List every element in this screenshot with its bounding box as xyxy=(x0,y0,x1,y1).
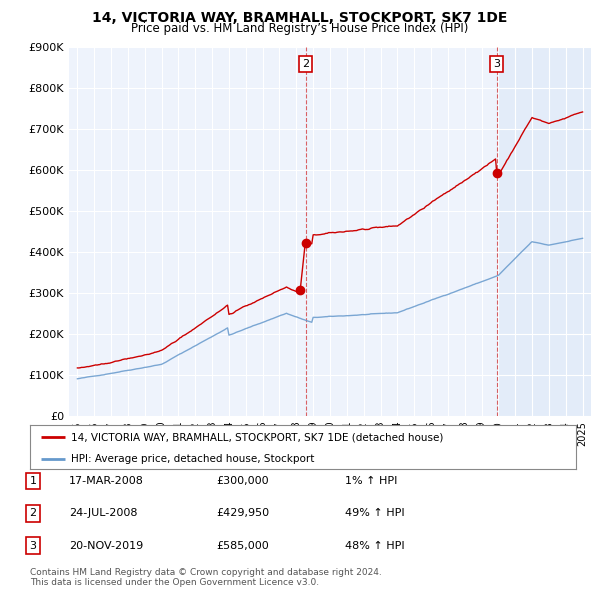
Bar xyxy=(497,47,591,416)
Text: £300,000: £300,000 xyxy=(216,476,269,486)
Text: £585,000: £585,000 xyxy=(216,541,269,550)
Text: 17-MAR-2008: 17-MAR-2008 xyxy=(69,476,144,486)
Text: 49% ↑ HPI: 49% ↑ HPI xyxy=(345,509,404,518)
Text: Contains HM Land Registry data © Crown copyright and database right 2024.
This d: Contains HM Land Registry data © Crown c… xyxy=(30,568,382,587)
Text: 14, VICTORIA WAY, BRAMHALL, STOCKPORT, SK7 1DE: 14, VICTORIA WAY, BRAMHALL, STOCKPORT, S… xyxy=(92,11,508,25)
Text: 2: 2 xyxy=(29,509,37,518)
Text: 1: 1 xyxy=(29,476,37,486)
Text: 24-JUL-2008: 24-JUL-2008 xyxy=(69,509,137,518)
Text: 48% ↑ HPI: 48% ↑ HPI xyxy=(345,541,404,550)
Text: Price paid vs. HM Land Registry’s House Price Index (HPI): Price paid vs. HM Land Registry’s House … xyxy=(131,22,469,35)
Text: £429,950: £429,950 xyxy=(216,509,269,518)
Text: 3: 3 xyxy=(29,541,37,550)
Text: HPI: Average price, detached house, Stockport: HPI: Average price, detached house, Stoc… xyxy=(71,454,314,464)
Text: 2: 2 xyxy=(302,59,309,69)
Text: 3: 3 xyxy=(493,59,500,69)
Text: 1% ↑ HPI: 1% ↑ HPI xyxy=(345,476,397,486)
Text: 20-NOV-2019: 20-NOV-2019 xyxy=(69,541,143,550)
Text: 14, VICTORIA WAY, BRAMHALL, STOCKPORT, SK7 1DE (detached house): 14, VICTORIA WAY, BRAMHALL, STOCKPORT, S… xyxy=(71,432,443,442)
